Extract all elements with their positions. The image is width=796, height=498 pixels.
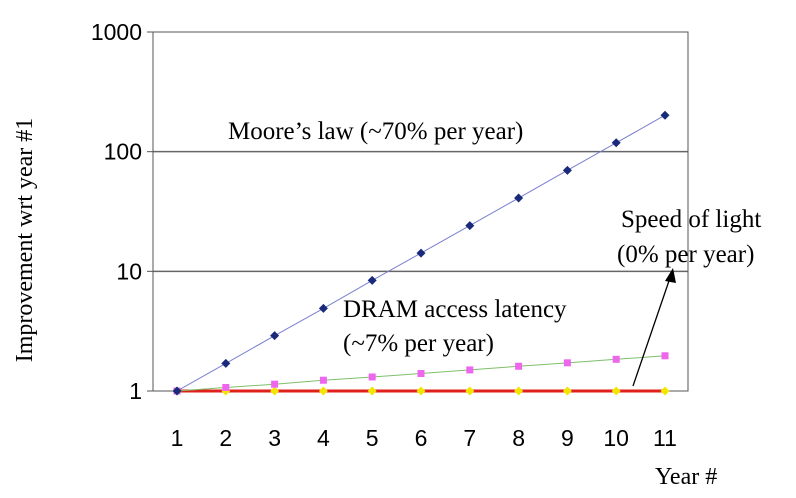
x-tick-labels: 1 2 3 4 5 6 7 8 9 10 11 bbox=[171, 425, 677, 451]
dram-point bbox=[661, 352, 669, 360]
moore-point bbox=[318, 303, 328, 313]
x-tick-label: 10 bbox=[603, 425, 629, 451]
moore-point bbox=[562, 165, 572, 175]
moore-point bbox=[416, 248, 426, 258]
series-dram bbox=[173, 352, 669, 395]
dram-point bbox=[368, 373, 376, 381]
light-point bbox=[318, 386, 328, 396]
light-point bbox=[562, 386, 572, 396]
light-annotation-line1: Speed of light bbox=[621, 206, 761, 233]
dram-point bbox=[563, 359, 571, 367]
series-light bbox=[172, 386, 670, 396]
dram-point bbox=[417, 370, 425, 378]
light-point bbox=[465, 386, 475, 396]
moore-point bbox=[367, 275, 377, 285]
x-tick-label: 5 bbox=[366, 425, 379, 451]
light-point bbox=[660, 386, 670, 396]
y-tick-labels: 1 10 100 1000 bbox=[91, 19, 142, 404]
light-point bbox=[367, 386, 377, 396]
dram-point bbox=[222, 383, 230, 391]
light-point bbox=[270, 386, 280, 396]
light-point bbox=[514, 386, 524, 396]
series-moore bbox=[172, 110, 670, 396]
x-tick-label: 9 bbox=[561, 425, 574, 451]
moore-point bbox=[514, 193, 524, 203]
moore-point bbox=[465, 221, 475, 231]
x-tick-label: 7 bbox=[463, 425, 476, 451]
moore-point bbox=[611, 138, 621, 148]
moore-point bbox=[221, 358, 231, 368]
dram-point bbox=[612, 355, 620, 363]
moore-point bbox=[270, 331, 280, 341]
x-tick-label: 4 bbox=[317, 425, 330, 451]
speed-of-light-arrowhead bbox=[665, 268, 676, 283]
dram-point bbox=[466, 366, 474, 374]
dram-point bbox=[319, 376, 327, 384]
moore-point bbox=[172, 386, 182, 396]
light-point bbox=[416, 386, 426, 396]
light-point bbox=[611, 386, 621, 396]
x-tick-label: 11 bbox=[653, 425, 677, 451]
dram-point bbox=[271, 380, 279, 388]
gridlines bbox=[153, 150, 688, 273]
dram-point bbox=[515, 362, 523, 370]
light-annotation-line2: (0% per year) bbox=[617, 241, 754, 268]
x-tick-label: 6 bbox=[415, 425, 428, 451]
dram-annotation-line1: DRAM access latency bbox=[343, 296, 567, 323]
series-layer bbox=[172, 110, 670, 396]
x-axis-label: Year # bbox=[655, 464, 717, 490]
moore-point bbox=[660, 110, 670, 120]
x-tick-label: 8 bbox=[512, 425, 525, 451]
x-tick-label: 1 bbox=[171, 425, 184, 451]
y-tick-label: 100 bbox=[104, 139, 142, 165]
moore-annotation: Moore’s law (~70% per year) bbox=[228, 118, 523, 145]
x-tick-label: 3 bbox=[268, 425, 281, 451]
x-tick-label: 2 bbox=[219, 425, 232, 451]
y-tick-label: 10 bbox=[116, 258, 142, 284]
y-axis-label: Improvement wrt year #1 bbox=[12, 118, 38, 363]
y-tick-label: 1 bbox=[129, 378, 142, 404]
dram-annotation-line2: (~7% per year) bbox=[343, 330, 494, 357]
y-tick-label: 1000 bbox=[91, 19, 142, 45]
speed-of-light-arrow bbox=[632, 274, 672, 387]
